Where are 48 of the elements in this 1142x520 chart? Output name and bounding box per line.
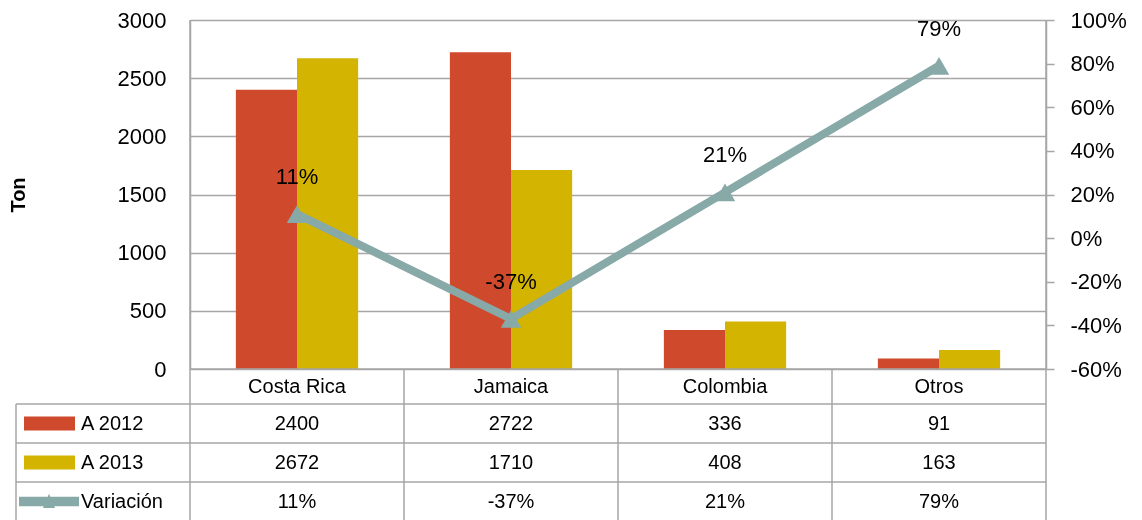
text: 79% bbox=[916, 15, 962, 41]
y2-tick-label: -60% bbox=[1070, 356, 1122, 382]
data-label: 408 bbox=[708, 450, 742, 473]
y-tick-label: 1000 bbox=[117, 240, 167, 266]
point bbox=[500, 309, 522, 328]
y-tick-label: 1500 bbox=[117, 182, 167, 207]
y2-tick-label: 80% bbox=[1070, 51, 1115, 77]
y2-tick-label: 20% bbox=[1070, 182, 1115, 207]
data-label: 91 bbox=[927, 411, 951, 434]
bar bbox=[939, 350, 1001, 369]
data-label: 2722 bbox=[488, 411, 534, 434]
data-label: 336 bbox=[708, 411, 742, 434]
text: 21% bbox=[702, 142, 748, 168]
y2-tick-label: 100% bbox=[1070, 7, 1127, 33]
bar bbox=[725, 321, 787, 369]
y-tick-label: 2500 bbox=[117, 65, 167, 91]
point bbox=[928, 56, 950, 75]
point bbox=[286, 205, 308, 224]
data-label: 2400 bbox=[274, 411, 320, 434]
y2-tick-label: -20% bbox=[1070, 269, 1122, 295]
data-label: 163 bbox=[922, 450, 956, 473]
data-label: 2672 bbox=[274, 450, 320, 473]
bar bbox=[877, 358, 939, 369]
y-tick-label: 3000 bbox=[117, 7, 167, 33]
x-tick-label: Otros bbox=[914, 374, 964, 397]
data-label: -37% bbox=[487, 489, 535, 512]
y2-tick-label: 0% bbox=[1070, 225, 1103, 251]
legend-label: A 2013 bbox=[81, 450, 144, 473]
data-label: 79% bbox=[918, 489, 960, 512]
text: -37% bbox=[485, 268, 537, 294]
legend-label: A 2012 bbox=[81, 411, 144, 434]
y2-tick-label: 40% bbox=[1070, 138, 1115, 164]
point bbox=[714, 183, 736, 202]
x-tick-label: Colombia bbox=[682, 374, 769, 397]
data-label: 11% bbox=[277, 489, 317, 512]
legend-label: Variación bbox=[81, 489, 163, 512]
y-tick-label: 2000 bbox=[117, 123, 167, 149]
y2-tick-label: 60% bbox=[1070, 94, 1115, 120]
y-tick-label: 0 bbox=[154, 356, 167, 382]
x-tick-label: Jamaica bbox=[473, 374, 550, 397]
x-tick-label: Costa Rica bbox=[248, 374, 347, 397]
text: 11% bbox=[275, 164, 319, 190]
y2-tick-label: -40% bbox=[1070, 312, 1122, 338]
y-tick-label: 500 bbox=[129, 298, 167, 324]
y-axis-title: Ton bbox=[6, 177, 29, 213]
data-label: 21% bbox=[704, 489, 746, 512]
bar bbox=[663, 329, 725, 369]
data-label: 1710 bbox=[488, 450, 534, 473]
